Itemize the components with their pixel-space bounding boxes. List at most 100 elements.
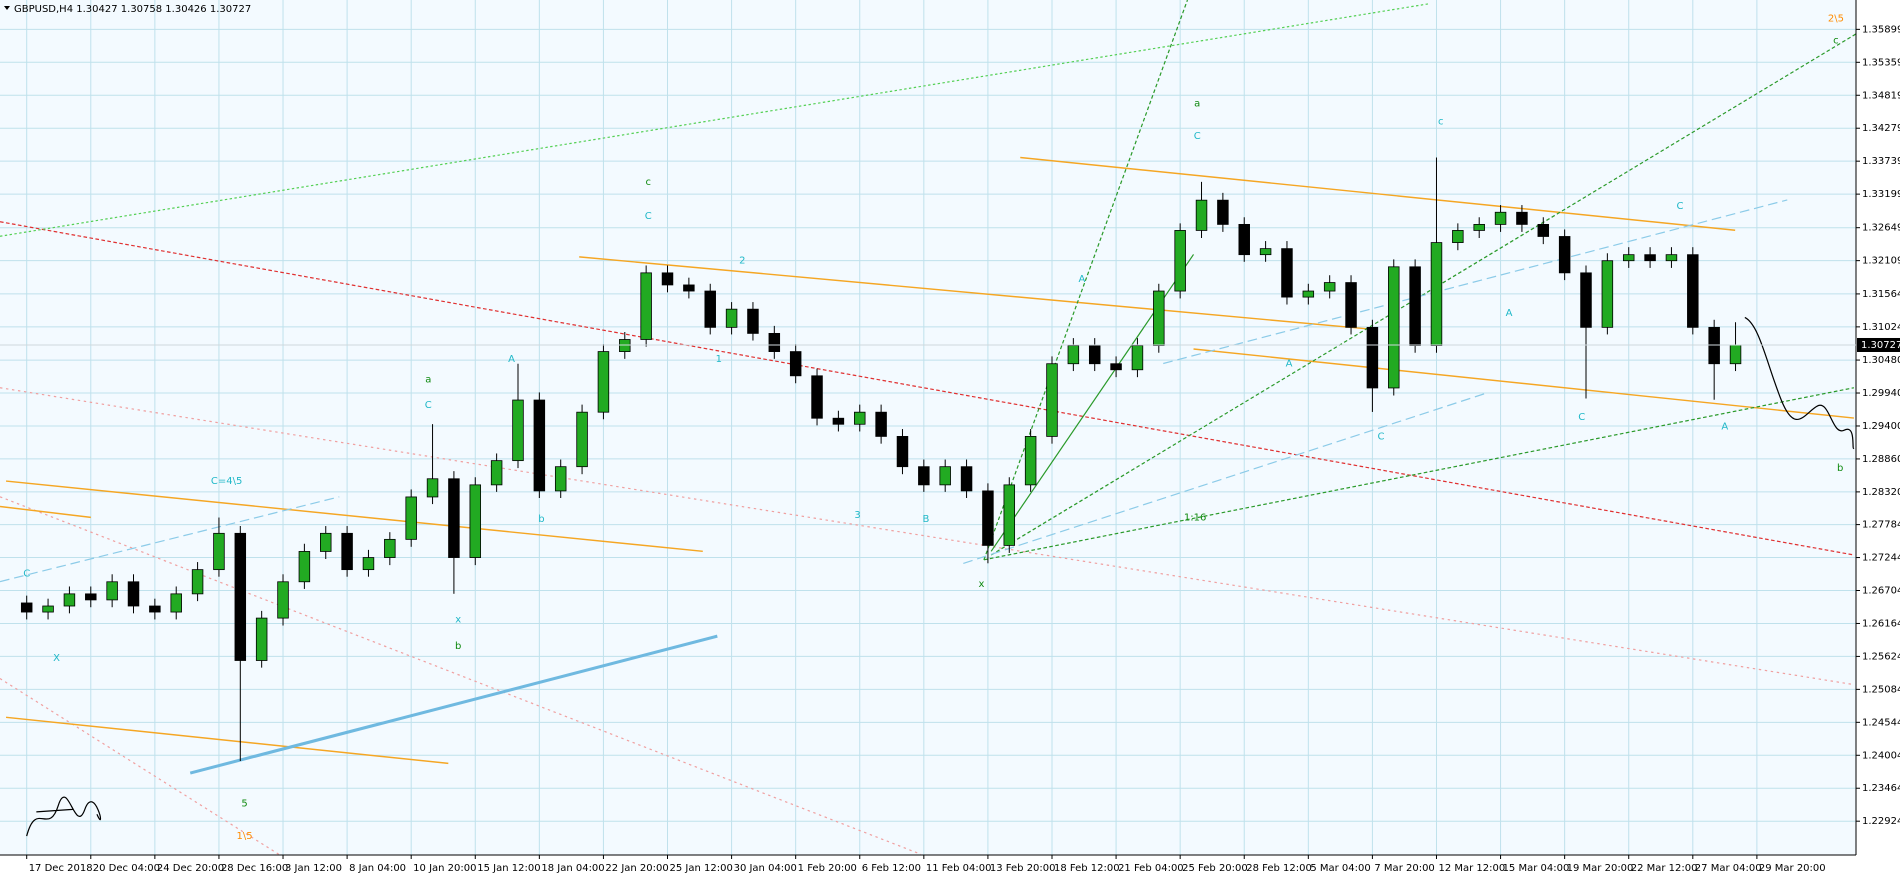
chart-title: GBPUSD,H4 1.30427 1.30758 1.30426 1.3072…: [14, 4, 251, 15]
x-tick-label: 18 Jan 04:00: [541, 863, 604, 874]
candle-body: [960, 466, 973, 492]
x-tick-label: 28 Dec 16:00: [221, 863, 288, 874]
wave-label: c: [1833, 35, 1839, 46]
wave-label: b: [455, 641, 461, 652]
channel-line: [1193, 348, 1854, 419]
trend-line: [963, 393, 1485, 565]
y-tick-label: 1.32109: [1862, 256, 1900, 267]
plot-background: [0, 0, 1856, 855]
candle-body: [832, 417, 845, 425]
candle-body: [106, 581, 118, 601]
candle-body: [1473, 223, 1485, 231]
candle-body: [576, 411, 588, 468]
y-tick-label: 1.28320: [1862, 487, 1900, 498]
x-tick-label: 25 Feb 20:00: [1182, 863, 1248, 874]
x-tick-label: 22 Mar 12:00: [1631, 863, 1698, 874]
axes: 1.35899 1.35359 1.34819 1.34279 1.33739 1.331…: [0, 24, 1900, 874]
y-tick-label: 1.35359: [1862, 57, 1900, 68]
time-axis-background: [0, 855, 1900, 878]
y-tick-label: 1.34279: [1862, 123, 1900, 134]
y-tick-label: 1.26164: [1862, 618, 1900, 629]
wave-label: 1\5: [237, 831, 253, 842]
wave-label: a: [425, 374, 431, 385]
candle-body: [789, 351, 802, 377]
y-tick-label: 1.31564: [1862, 289, 1900, 300]
candle-body: [619, 339, 631, 352]
candle-body: [1430, 242, 1443, 346]
candle-body: [1003, 484, 1016, 546]
price-axis-background: [1856, 0, 1900, 878]
candle-body: [982, 490, 994, 546]
y-tick-label: 1.27244: [1862, 553, 1900, 564]
channel-line: [579, 256, 1376, 331]
candle-body: [426, 478, 439, 498]
candle-body: [1259, 248, 1272, 256]
wave-label: c: [646, 177, 652, 188]
candle-body: [341, 532, 353, 571]
current-price-label: 1.30727: [1861, 340, 1900, 351]
y-tick-label: 1.26704: [1862, 586, 1900, 597]
wave-label: c: [1438, 116, 1444, 127]
wave-label: b: [538, 514, 544, 525]
y-tick-label: 1.33199: [1862, 189, 1900, 200]
candle-body: [277, 581, 289, 619]
wave-label: C: [425, 400, 432, 411]
candle-body: [512, 399, 524, 462]
channel-line: [5, 480, 703, 553]
candle-body: [448, 478, 460, 558]
trend-line: [189, 634, 718, 775]
wave-label: C: [1194, 131, 1201, 142]
candle-body: [42, 605, 54, 613]
candle-body: [1217, 199, 1229, 225]
candle-body: [320, 532, 332, 552]
wave-label: C: [645, 211, 652, 222]
candles: [20, 157, 1742, 762]
wave-label: A: [508, 354, 515, 365]
candle-body: [298, 551, 311, 583]
wave-label: b: [1837, 463, 1843, 474]
candle-body: [640, 272, 652, 340]
candle-body: [896, 436, 909, 468]
candle-body: [1238, 223, 1250, 256]
candle-body: [1729, 344, 1742, 365]
x-tick-label: 28 Feb 12:00: [1246, 863, 1312, 874]
candle-body: [768, 332, 781, 352]
x-tick-label: 13 Feb 20:00: [990, 863, 1056, 874]
candle-body: [661, 272, 674, 286]
channel-line: [5, 716, 449, 765]
y-tick-label: 1.30480: [1862, 355, 1900, 366]
trend-lines: [0, 0, 1873, 855]
annotations: C X C=4\5 5 1\5 a Cx b Ab c C 1 2 3 Bx A 1:16 a C A Cc A C C A 2\…: [23, 13, 1844, 842]
wave-label: X: [53, 653, 60, 664]
y-tick-label: 1.25084: [1862, 684, 1900, 695]
y-tick-label: 1.28860: [1862, 454, 1900, 465]
y-tick-label: 1.25624: [1862, 651, 1900, 662]
candle-body: [1174, 230, 1186, 292]
candle-body: [384, 538, 396, 558]
candle-body: [1708, 326, 1720, 365]
wave-label: x: [455, 614, 461, 625]
wave-label: C: [1377, 431, 1384, 442]
candle-body: [875, 411, 887, 437]
trend-line: [0, 496, 340, 583]
current-price-box: [1857, 337, 1900, 352]
candle-body: [1088, 345, 1101, 365]
candle-body: [1452, 230, 1464, 243]
candle-body: [1110, 363, 1122, 371]
wave-label: 3: [854, 510, 860, 521]
x-tick-label: 5 Mar 04:00: [1310, 863, 1370, 874]
wave-label: A: [1286, 359, 1293, 370]
trend-line: [0, 678, 280, 855]
y-tick-label: 1.24544: [1862, 717, 1900, 728]
x-tick-label: 27 Mar 04:00: [1695, 863, 1762, 874]
candle-body: [255, 617, 268, 661]
candle-body: [1665, 254, 1678, 262]
candle-body: [362, 557, 375, 571]
wave-label: A: [1078, 274, 1085, 285]
candle-body: [939, 466, 951, 486]
candle-body: [918, 466, 930, 486]
candle-body: [854, 411, 866, 425]
x-tick-label: 22 Jan 20:00: [605, 863, 668, 874]
x-tick-label: 18 Feb 12:00: [1054, 863, 1120, 874]
